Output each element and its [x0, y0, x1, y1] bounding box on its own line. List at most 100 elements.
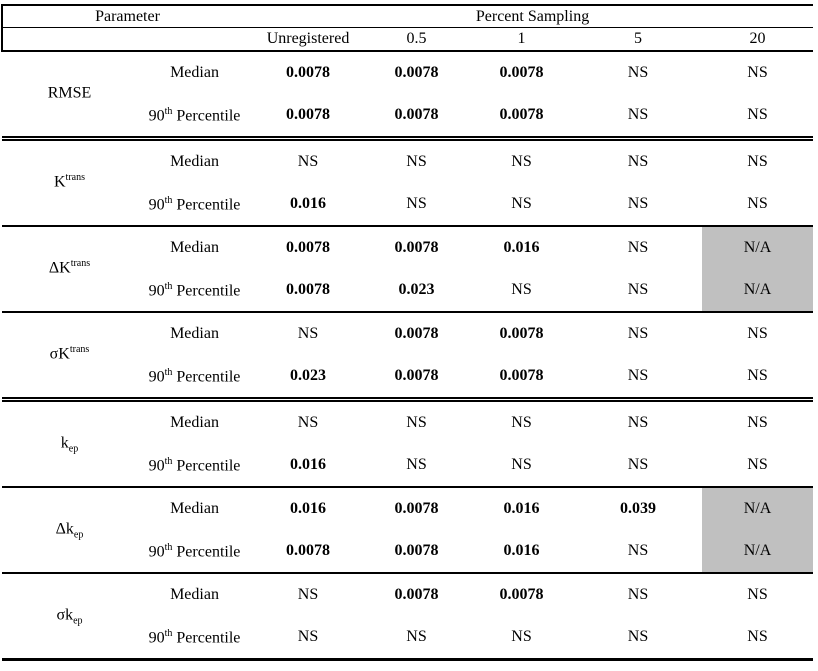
- table-row: ΔKtrans Median 0.0078 0.0078 0.016 NS N/…: [2, 226, 814, 277]
- param-label-sigma-kep: σkep: [56, 606, 83, 627]
- param-label-rmse: RMSE: [47, 84, 92, 102]
- paper-table-container: Parameter Percent Sampling Unregistered …: [0, 4, 814, 661]
- col-header-0-5: 0.5: [364, 27, 470, 52]
- section-delta-kep: Δkep Median 0.016 0.0078 0.016 0.039 N/A…: [2, 487, 814, 573]
- cell-value: NS: [747, 414, 768, 432]
- section-ktrans: Ktrans Median NS NS NS NS NS 90th Percen…: [2, 138, 814, 227]
- param-label-delta-ktrans: ΔKtrans: [48, 258, 91, 277]
- param-label-delta-kep: Δkep: [55, 520, 84, 541]
- cell-value: NS: [747, 456, 768, 474]
- cell-value: NS: [297, 628, 319, 646]
- cell-value: 0.0078: [394, 106, 439, 124]
- cell-value: 0.0078: [499, 367, 544, 385]
- param-label-sigma-ktrans: σKtrans: [49, 344, 90, 363]
- table-row: 90th Percentile 0.016 NS NS NS NS: [2, 183, 813, 226]
- row-sublabel-median: Median: [170, 153, 219, 171]
- cell-value: NS: [627, 239, 649, 257]
- cell-value: 0.0078: [286, 239, 331, 257]
- table-row: 90th Percentile NS NS NS NS NS: [2, 616, 813, 660]
- row-sublabel-90th-percentile: 90th Percentile: [148, 280, 241, 299]
- cell-value: 0.0078: [286, 106, 331, 124]
- cell-value: 0.0078: [499, 106, 544, 124]
- cell-value: 0.0078: [286, 542, 331, 560]
- cell-value: 0.016: [290, 195, 327, 213]
- col-header-20: 20: [702, 27, 814, 52]
- row-sublabel-median: Median: [170, 414, 219, 432]
- table-row: 90th Percentile 0.0078 0.0078 0.0078 NS …: [2, 94, 813, 139]
- table-row: 90th Percentile 0.023 0.0078 0.0078 NS N…: [2, 355, 813, 400]
- cell-value: NS: [627, 325, 649, 343]
- cell-value: NS: [747, 195, 768, 213]
- header-columns-row: Unregistered 0.5 1 5 20: [1, 27, 814, 52]
- cell-value: 0.0078: [394, 325, 439, 343]
- section-delta-ktrans: ΔKtrans Median 0.0078 0.0078 0.016 NS N/…: [2, 226, 814, 312]
- table-row: 90th Percentile 0.0078 0.023 NS NS N/A: [2, 269, 814, 312]
- cell-value: NS: [627, 106, 649, 124]
- cell-value: 0.0078: [394, 542, 439, 560]
- cell-value: NS: [747, 325, 768, 343]
- table-row: Δkep Median 0.016 0.0078 0.016 0.039 N/A: [2, 487, 814, 541]
- cell-value: NS: [747, 367, 768, 385]
- table-row: 90th Percentile 0.0078 0.0078 0.016 NS N…: [2, 530, 814, 573]
- param-label-ktrans: Ktrans: [53, 172, 85, 191]
- empty-header-cell: [1, 27, 137, 52]
- cell-value: 0.0078: [394, 367, 439, 385]
- cell-value-na: N/A: [702, 487, 814, 530]
- cell-value: NS: [627, 456, 649, 474]
- cell-value: NS: [406, 414, 427, 432]
- section-sigma-ktrans: σKtrans Median NS 0.0078 0.0078 NS NS 90…: [2, 312, 814, 400]
- cell-value: 0.016: [503, 500, 540, 518]
- cell-value: NS: [627, 281, 649, 299]
- cell-value: NS: [297, 325, 319, 343]
- percent-sampling-header: Percent Sampling: [252, 5, 814, 28]
- cell-value: NS: [511, 628, 532, 646]
- row-sublabel-median: Median: [170, 586, 219, 604]
- row-sublabel-90th-percentile: 90th Percentile: [148, 455, 241, 474]
- cell-value: 0.039: [620, 500, 657, 518]
- cell-value: 0.023: [398, 281, 435, 299]
- cell-value: NS: [747, 628, 768, 646]
- row-sublabel-90th-percentile: 90th Percentile: [148, 541, 241, 560]
- cell-value: NS: [627, 586, 649, 604]
- cell-value: 0.0078: [499, 64, 544, 82]
- row-sublabel-median: Median: [170, 500, 219, 518]
- cell-value: NS: [511, 153, 532, 171]
- cell-value: NS: [511, 414, 532, 432]
- cell-value: NS: [627, 367, 649, 385]
- cell-value: 0.016: [290, 500, 327, 518]
- cell-value-na: N/A: [702, 226, 814, 269]
- cell-value: NS: [297, 414, 319, 432]
- cell-value: NS: [406, 153, 427, 171]
- empty-header-cell: [137, 27, 253, 52]
- cell-value: NS: [297, 586, 319, 604]
- cell-value: NS: [747, 153, 768, 171]
- cell-value: NS: [627, 414, 649, 432]
- cell-value: 0.0078: [394, 500, 439, 518]
- table-header: Parameter Percent Sampling Unregistered …: [0, 5, 814, 52]
- row-sublabel-median: Median: [170, 325, 219, 343]
- cell-value: NS: [297, 153, 319, 171]
- table-row: σkep Median NS 0.0078 0.0078 NS NS: [2, 573, 813, 627]
- col-header-5: 5: [574, 27, 703, 52]
- cell-value: NS: [511, 281, 532, 299]
- cell-value: 0.0078: [286, 281, 331, 299]
- cell-value: NS: [406, 628, 427, 646]
- cell-value: 0.0078: [499, 325, 544, 343]
- section-kep: kep Median NS NS NS NS NS 90th Percentil…: [2, 399, 814, 488]
- param-label-kep: kep: [60, 434, 79, 455]
- cell-value: NS: [511, 195, 532, 213]
- parameter-header: Parameter: [0, 5, 253, 28]
- row-sublabel-median: Median: [170, 64, 219, 82]
- cell-value: NS: [627, 542, 649, 560]
- cell-value-na: N/A: [702, 530, 814, 573]
- cell-value: 0.0078: [394, 586, 439, 604]
- cell-value: NS: [747, 64, 768, 82]
- table-row: 90th Percentile 0.016 NS NS NS NS: [2, 444, 813, 487]
- cell-value: 0.016: [290, 456, 327, 474]
- results-table: Parameter Percent Sampling Unregistered …: [0, 4, 814, 661]
- cell-value: 0.0078: [286, 64, 331, 82]
- table-row: Ktrans Median NS NS NS NS NS: [2, 139, 813, 190]
- cell-value: 0.016: [503, 542, 540, 560]
- cell-value: NS: [627, 195, 649, 213]
- cell-value: 0.0078: [499, 586, 544, 604]
